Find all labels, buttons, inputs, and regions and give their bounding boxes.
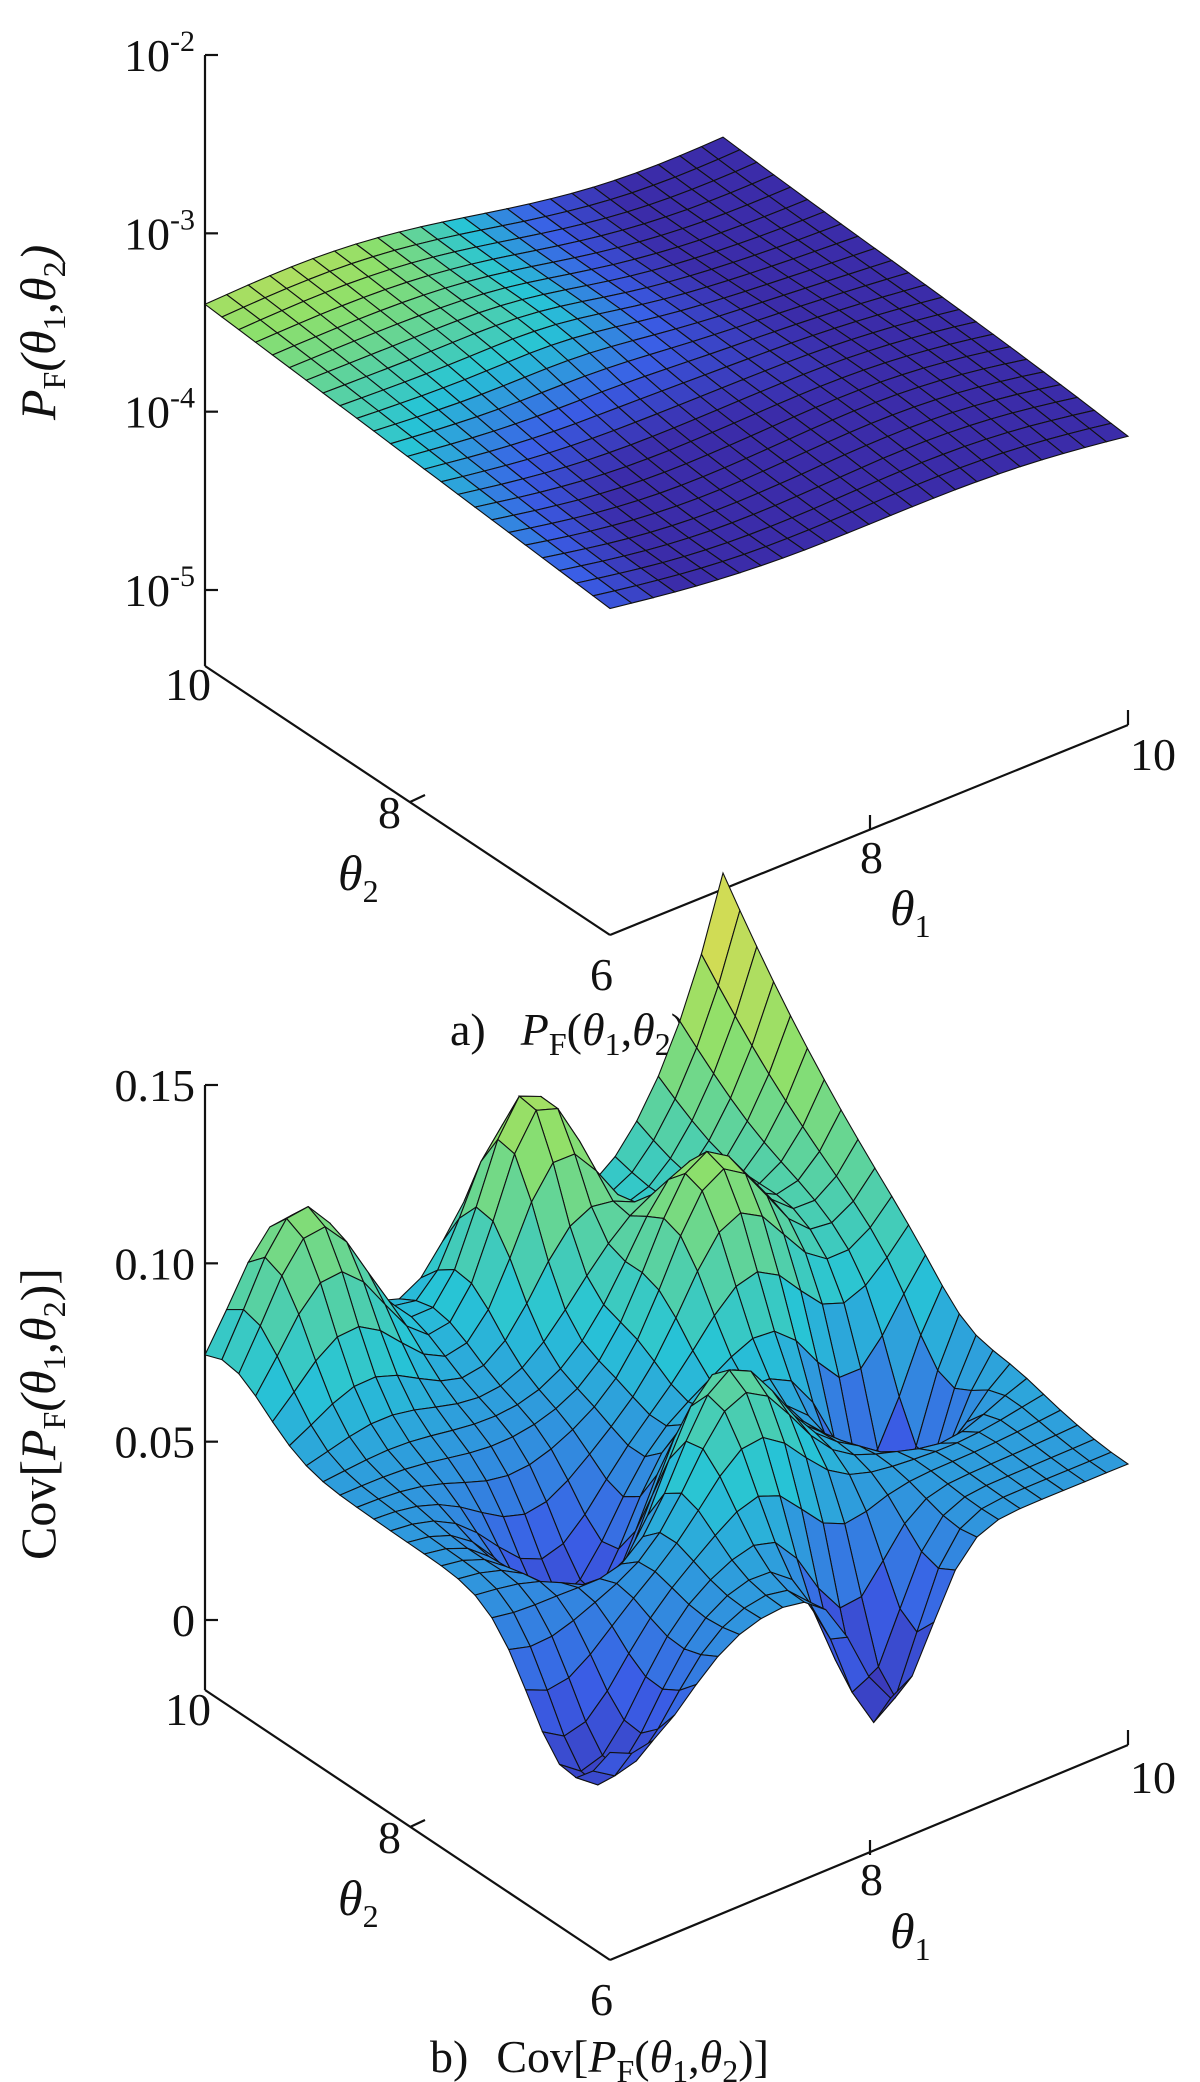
theta2-tick-b: [409, 1819, 426, 1828]
theta2-tick-label-8-b: 8: [378, 1812, 401, 1863]
caption-b: b) Cov[PF(θ1,θ2)]: [430, 2031, 769, 2082]
theta2-tick-label-6-b: 6: [590, 1974, 613, 2025]
z-tick-label-b: 0: [172, 1595, 195, 1646]
caption-a: a)PF(θ1,θ2): [450, 1004, 686, 1062]
surface-cell-b: [592, 1751, 633, 1777]
theta1-tick-label-8-b: 8: [860, 1854, 883, 1905]
theta2-tick-label-6-a: 6: [590, 949, 613, 1000]
z-tick-label-a: 10-4: [124, 382, 195, 438]
theta2-tick-label-10-a: 10: [165, 659, 211, 710]
z-tick-label-b: 0.10: [115, 1238, 196, 1289]
theta2-label-b: θ2: [338, 1870, 379, 1934]
theta1-tick-label-8-a: 8: [860, 832, 883, 883]
z-ticks-a: 10-2 10-3 10-4 10-5: [124, 25, 218, 616]
panel-a: 10-2 10-3 10-4 10-5 10 8 6 8 10 θ2 θ1 PF(θ1…: [10, 25, 1176, 1062]
z-ticks-b: 0.15 0.10 0.05 0: [115, 1060, 218, 1646]
z-label-b: Cov[PF(θ1,θ2)]: [10, 1268, 72, 1560]
theta1-tick-label-10-b: 10: [1130, 1752, 1176, 1803]
surface-cell-a: [591, 590, 633, 610]
theta1-label-a: θ1: [890, 880, 931, 944]
theta2-tick-label-8-a: 8: [378, 787, 401, 838]
surface-a: [203, 136, 1130, 610]
z-tick-label-b: 0.05: [115, 1417, 196, 1468]
z-tick-label-a: 10-3: [124, 203, 195, 259]
theta1-label-b: θ1: [890, 1903, 931, 1967]
z-label-a: PF(θ1,θ2): [10, 245, 72, 421]
theta2-label-a: θ2: [338, 845, 379, 909]
theta1-tick-label-10-a: 10: [1130, 729, 1176, 780]
panel-b: 0.15 0.10 0.05 0 10 8 6 8 10 θ2 θ1 Cov[PF(θ…: [10, 871, 1176, 2082]
z-tick-label-b: 0.15: [115, 1060, 196, 1111]
theta2-tick-a: [409, 794, 426, 803]
z-tick-label-a: 10-2: [124, 25, 195, 81]
theta2-axis-b: [204, 1689, 611, 1961]
surface-b: [204, 871, 1130, 1786]
z-tick-label-a: 10-5: [124, 560, 195, 616]
theta2-axis-a: [204, 665, 611, 936]
theta2-tick-label-10-b: 10: [165, 1684, 211, 1735]
